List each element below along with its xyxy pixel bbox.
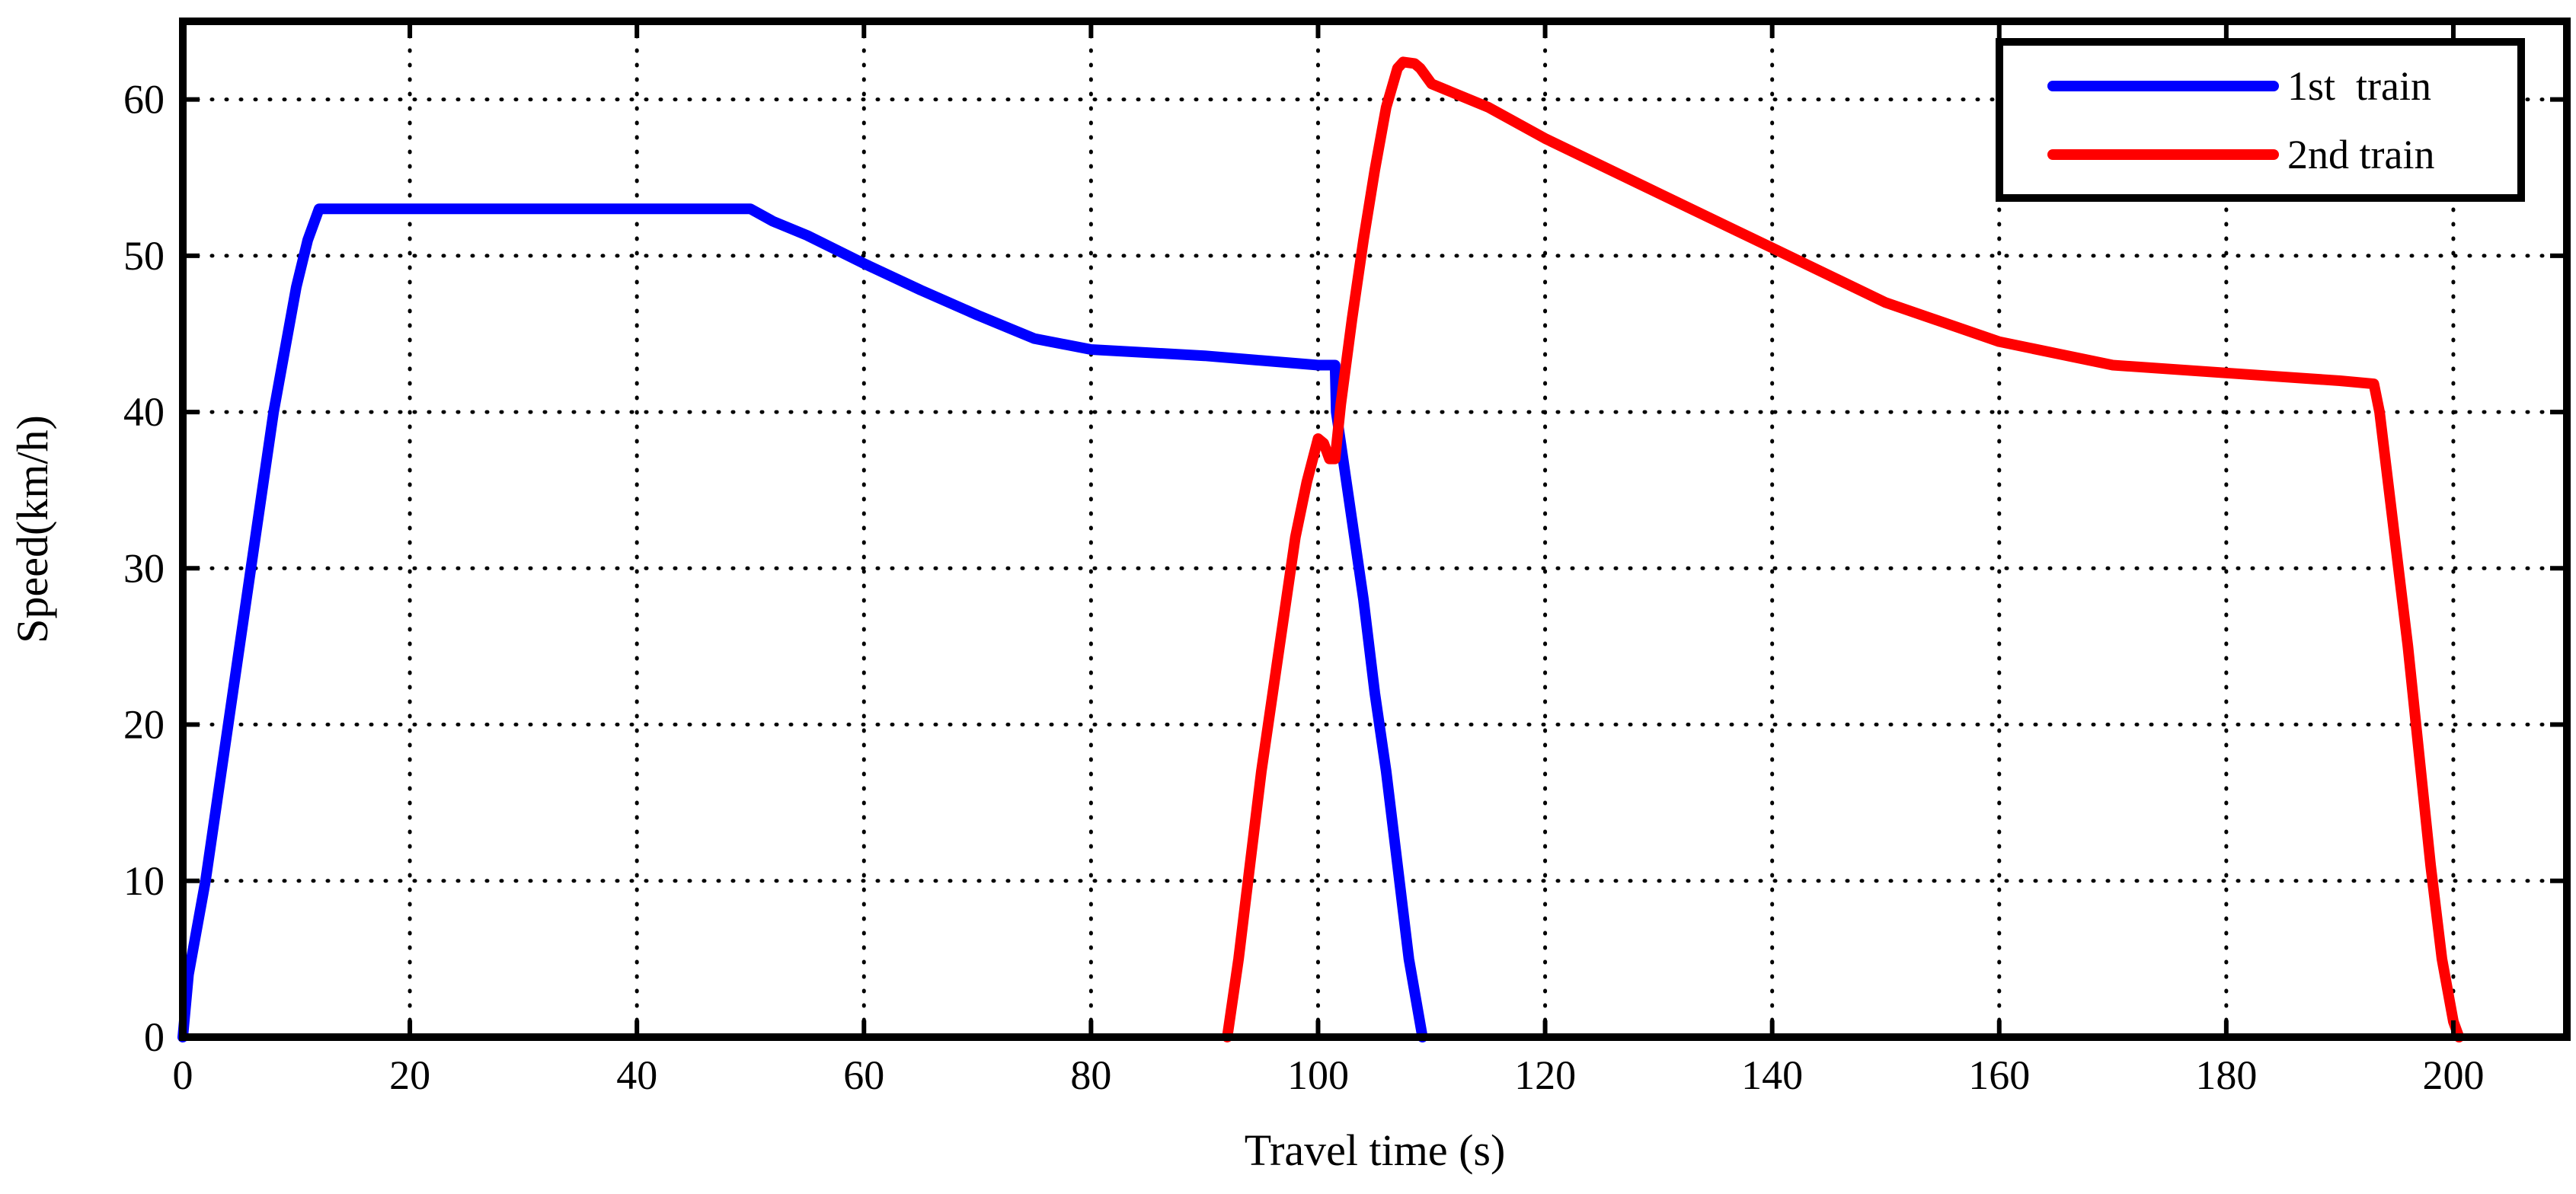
x-tick-label: 140 [1741, 1052, 1803, 1098]
series-line-1st-train [177, 203, 1428, 1042]
x-tick-label: 160 [1968, 1052, 2030, 1098]
legend-box [1996, 38, 2525, 202]
plot-frame [179, 18, 2571, 1041]
legend-label-2nd-train: 2nd train [2287, 132, 2434, 177]
legend: 1st train 2nd train [1996, 38, 2525, 202]
x-tick-label: 200 [2422, 1052, 2484, 1098]
x-tick-label: 120 [1514, 1052, 1576, 1098]
legend-label-1st-train: 1st train [2287, 63, 2431, 109]
series-line-2nd-train [1222, 56, 2465, 1042]
axis-ticks: 0 20 40 60 80 100 120 140 160 180 200 0 10 20 30 40 50 60 [123, 21, 2567, 1098]
x-tick-label: 0 [173, 1052, 193, 1098]
y-tick-label: 40 [123, 389, 165, 435]
x-tick-label: 20 [389, 1052, 430, 1098]
y-tick-label: 30 [123, 545, 165, 591]
x-tick-label: 40 [616, 1052, 657, 1098]
grid-lines [181, 19, 2569, 1039]
y-tick-label: 20 [123, 702, 165, 748]
x-tick-label: 180 [2195, 1052, 2257, 1098]
x-tick-label: 80 [1070, 1052, 1111, 1098]
x-tick-label: 60 [843, 1052, 884, 1098]
y-tick-label: 60 [123, 77, 165, 123]
y-axis-title: Speed(km/h) [8, 415, 57, 643]
y-tick-label: 50 [123, 233, 165, 279]
series-lines [177, 56, 2465, 1042]
y-tick-label: 10 [123, 858, 165, 904]
x-axis-title: Travel time (s) [1245, 1125, 1506, 1175]
x-tick-label: 100 [1287, 1052, 1349, 1098]
y-tick-label: 0 [144, 1014, 165, 1060]
